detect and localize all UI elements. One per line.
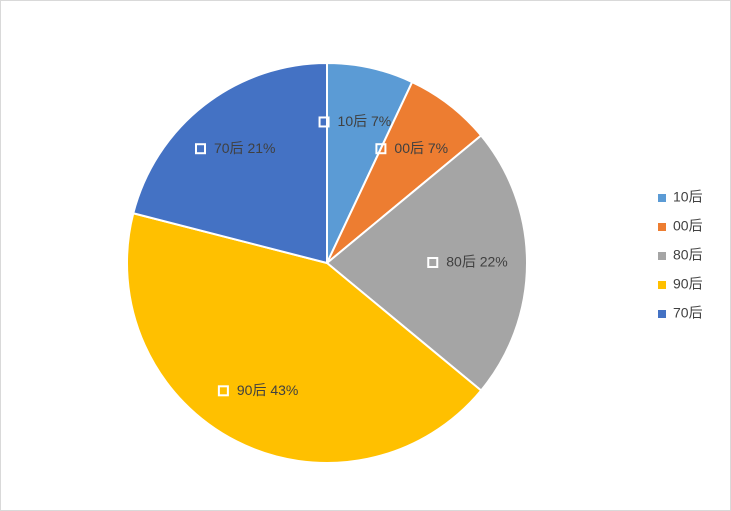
legend-swatch	[658, 281, 666, 289]
label-marker	[375, 143, 387, 155]
pie-slice	[325, 134, 529, 392]
legend-swatch	[658, 310, 666, 318]
data-label: 10后 7%	[338, 113, 392, 129]
pie-slice	[126, 212, 483, 465]
legend-label: 10后	[673, 189, 703, 205]
legend-label: 70后	[673, 305, 703, 321]
data-label: 70后 21%	[214, 140, 275, 156]
label-marker	[194, 143, 206, 155]
legend-swatch	[658, 252, 666, 260]
label-marker	[427, 257, 439, 268]
legend-label: 80后	[673, 247, 703, 263]
legend-swatch	[658, 194, 666, 202]
legend-swatch	[658, 223, 666, 231]
legend-label: 00后	[673, 218, 703, 234]
label-marker	[217, 385, 229, 397]
label-marker	[318, 116, 330, 128]
data-label: 80后 22%	[446, 254, 507, 270]
data-label: 00后 7%	[394, 140, 448, 156]
legend-label: 90后	[673, 276, 703, 292]
data-label: 90后 43%	[237, 382, 298, 398]
pie-slice	[132, 61, 328, 265]
